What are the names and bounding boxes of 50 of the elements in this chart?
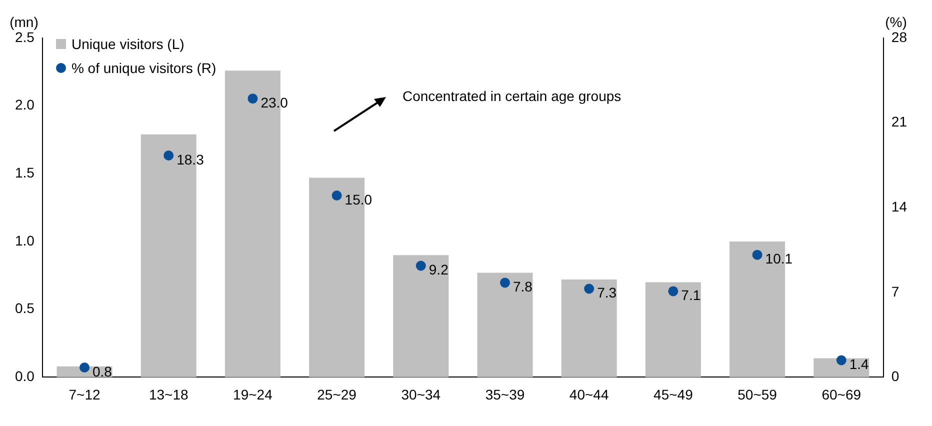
- legend-label: % of unique visitors (R): [71, 59, 216, 78]
- x-tick-label: 40~44: [569, 386, 609, 402]
- point: [752, 250, 762, 260]
- y-tick-label: 0.0: [14, 368, 35, 384]
- bar: [645, 282, 701, 378]
- point: [500, 278, 510, 288]
- point: [164, 150, 174, 161]
- y2-tick-label: 0: [891, 368, 900, 384]
- point: [80, 362, 90, 373]
- y2-axis-title: (%): [885, 14, 907, 30]
- y-tick-label: 0.5: [14, 300, 35, 316]
- y-axis-title: (mn): [10, 14, 38, 30]
- data-label: 1.4: [849, 356, 870, 372]
- y-tick-label: 2.5: [14, 28, 35, 45]
- data-label: 7.3: [597, 284, 617, 301]
- x-tick-label: 60~69: [822, 386, 862, 402]
- data-label: 15.0: [344, 191, 372, 208]
- bar: [477, 272, 533, 378]
- data-label: 0.8: [92, 363, 112, 380]
- y2-tick-label: 7: [891, 283, 900, 300]
- y-tick-label: 2.0: [14, 96, 35, 113]
- x-tick-label: 35~39: [485, 386, 525, 402]
- point: [584, 284, 594, 294]
- data-label: 10.1: [765, 250, 793, 267]
- point: [248, 94, 258, 104]
- point: [332, 190, 342, 200]
- x-tick-label: 50~59: [738, 386, 778, 402]
- legend-label: Unique visitors (L): [71, 35, 184, 54]
- data-label: 7.8: [512, 278, 533, 295]
- x-tick-label: 45~49: [654, 386, 694, 402]
- y2-tick-label: 28: [891, 28, 908, 45]
- bar: [393, 255, 449, 378]
- y-tick-label: 1.0: [14, 232, 35, 248]
- point: [836, 355, 846, 366]
- point: [416, 260, 426, 271]
- bar: [561, 280, 617, 378]
- x-tick-label: 30~34: [401, 386, 441, 402]
- data-label: 9.2: [428, 262, 449, 278]
- data-label: 18.3: [176, 151, 204, 168]
- data-label: 23.0: [260, 94, 288, 110]
- annotation: Concentrated in certain age groups: [402, 88, 622, 104]
- x-tick-label: 7~12: [68, 386, 100, 402]
- x-tick-label: 19~24: [233, 386, 273, 402]
- data-label: 7.1: [681, 287, 701, 304]
- y2-tick-label: 14: [891, 198, 908, 214]
- y-tick-label: 1.5: [14, 164, 35, 181]
- x-tick-label: 13~18: [148, 386, 188, 402]
- y2-tick-label: 21: [891, 114, 908, 130]
- x-tick-label: 25~29: [317, 386, 357, 402]
- point: [668, 286, 678, 296]
